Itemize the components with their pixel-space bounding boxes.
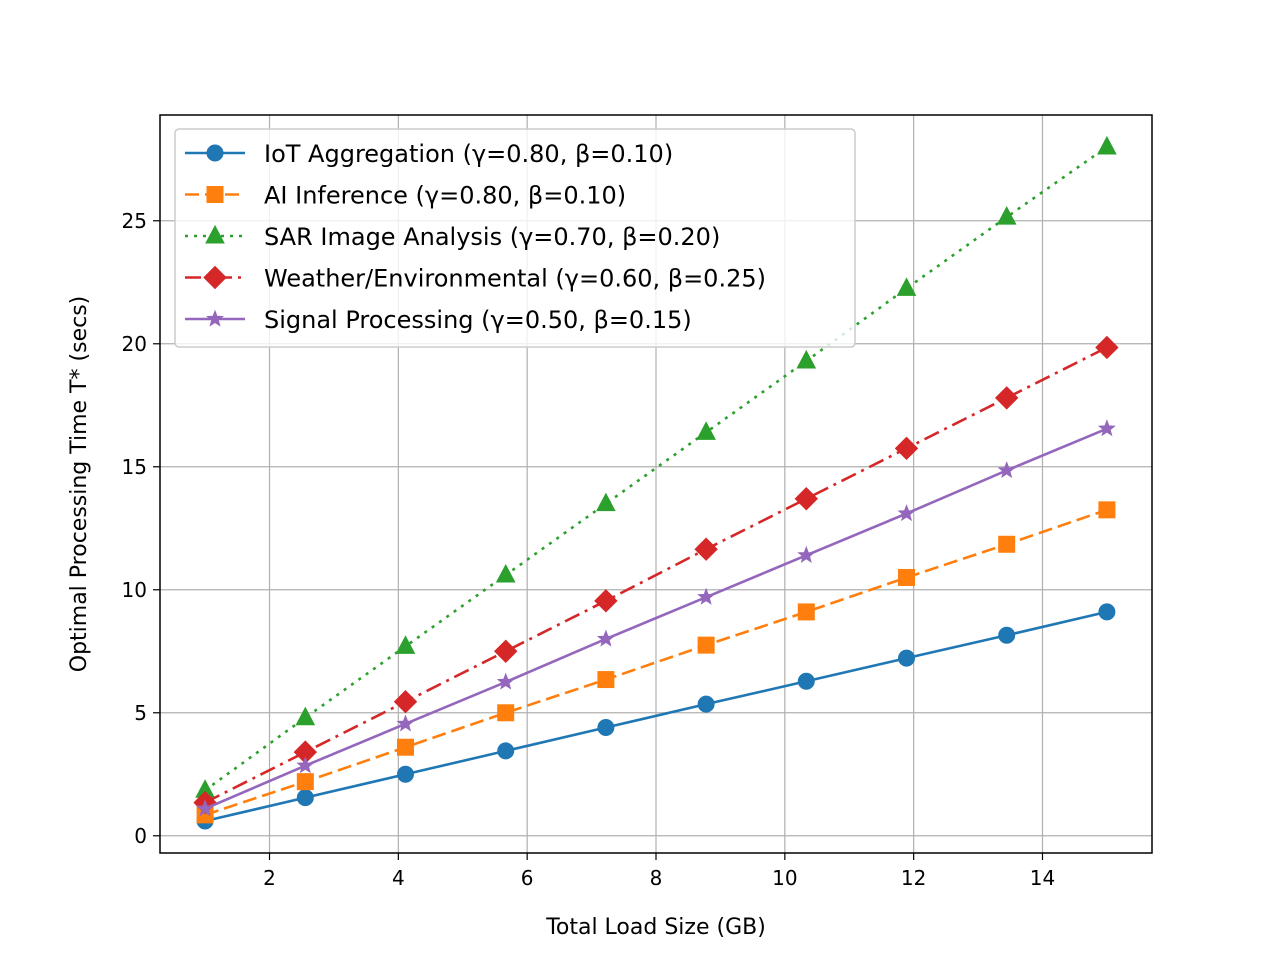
legend-marker bbox=[206, 144, 224, 162]
legend-label: IoT Aggregation (γ=0.80, β=0.10) bbox=[264, 140, 673, 168]
data-point bbox=[998, 535, 1016, 553]
data-point bbox=[897, 504, 916, 522]
y-tick-label: 0 bbox=[134, 824, 147, 848]
x-tick-label: 12 bbox=[901, 866, 926, 890]
legend: IoT Aggregation (γ=0.80, β=0.10) AI Infer… bbox=[174, 128, 856, 348]
series-line bbox=[204, 610, 1108, 823]
data-point bbox=[497, 742, 515, 760]
y-axis: 0 5 10 15 20 25 bbox=[122, 209, 160, 848]
data-point bbox=[697, 695, 715, 713]
data-point bbox=[495, 563, 516, 583]
series-line bbox=[204, 427, 1108, 810]
data-point bbox=[594, 589, 618, 613]
data-point bbox=[396, 738, 414, 756]
y-tick-label: 10 bbox=[122, 578, 147, 602]
x-axis-label: Total Load Size (GB) bbox=[545, 915, 766, 940]
legend-box bbox=[174, 128, 856, 348]
data-point bbox=[797, 545, 816, 563]
data-point bbox=[694, 537, 718, 561]
data-point bbox=[1097, 135, 1117, 155]
data-point bbox=[497, 704, 515, 722]
data-point bbox=[1098, 603, 1116, 621]
y-tick-label: 15 bbox=[122, 455, 147, 479]
data-point bbox=[797, 672, 815, 690]
data-point bbox=[196, 799, 215, 817]
x-tick-label: 6 bbox=[521, 866, 534, 890]
legend-entry: SAR Image Analysis (γ=0.70, β=0.20) bbox=[185, 223, 720, 251]
legend-entry: IoT Aggregation (γ=0.80, β=0.10) bbox=[185, 140, 673, 168]
data-point bbox=[296, 789, 314, 807]
series-line bbox=[204, 508, 1108, 817]
x-tick-label: 14 bbox=[1030, 866, 1055, 890]
y-tick-label: 5 bbox=[134, 701, 147, 725]
series-layer bbox=[193, 135, 1119, 830]
data-point bbox=[796, 349, 817, 369]
data-point bbox=[797, 603, 815, 621]
data-point bbox=[396, 714, 415, 732]
x-tick-label: 4 bbox=[392, 866, 405, 890]
data-point bbox=[697, 636, 715, 654]
series-5 bbox=[196, 419, 1116, 817]
legend-entry: AI Inference (γ=0.80, β=0.10) bbox=[185, 182, 626, 210]
data-point bbox=[998, 626, 1016, 644]
data-point bbox=[596, 492, 616, 512]
data-point bbox=[596, 629, 615, 647]
legend-marker bbox=[206, 186, 224, 203]
data-point bbox=[996, 206, 1017, 225]
x-tick-label: 2 bbox=[263, 866, 276, 890]
legend-marker bbox=[206, 309, 224, 327]
data-point bbox=[597, 671, 615, 689]
data-point bbox=[597, 719, 615, 737]
legend-marker bbox=[203, 265, 227, 290]
data-point bbox=[896, 277, 917, 296]
y-tick-label: 25 bbox=[122, 209, 147, 233]
data-point bbox=[496, 672, 515, 690]
data-point bbox=[898, 568, 916, 586]
y-axis-label: Optimal Processing Time T* (secs) bbox=[67, 296, 92, 673]
series-line bbox=[204, 346, 1108, 804]
legend-entry: Weather/Environmental (γ=0.60, β=0.25) bbox=[185, 265, 766, 293]
data-point bbox=[494, 639, 518, 663]
legend-label: AI Inference (γ=0.80, β=0.10) bbox=[264, 182, 626, 210]
data-point bbox=[894, 436, 919, 461]
data-point bbox=[296, 773, 314, 791]
data-point bbox=[296, 756, 315, 774]
legend-label: Weather/Environmental (γ=0.60, β=0.25) bbox=[264, 265, 766, 293]
data-point bbox=[994, 386, 1019, 410]
data-point bbox=[396, 765, 414, 783]
legend-marker bbox=[205, 224, 225, 244]
data-point bbox=[295, 706, 316, 726]
legend-label: Signal Processing (γ=0.50, β=0.15) bbox=[264, 306, 692, 334]
data-point bbox=[1098, 501, 1116, 519]
data-point bbox=[794, 487, 818, 511]
data-point bbox=[1095, 335, 1119, 360]
legend-label: SAR Image Analysis (γ=0.70, β=0.20) bbox=[264, 223, 720, 251]
series-3 bbox=[195, 135, 1117, 798]
legend-entry: Signal Processing (γ=0.50, β=0.15) bbox=[185, 306, 692, 334]
data-point bbox=[1097, 419, 1116, 437]
x-tick-label: 10 bbox=[772, 866, 797, 890]
data-point bbox=[395, 635, 416, 654]
data-point bbox=[997, 461, 1016, 479]
x-tick-label: 8 bbox=[650, 866, 663, 890]
data-point bbox=[393, 690, 418, 714]
x-axis: 2 4 6 8 10 12 14 bbox=[263, 853, 1055, 890]
data-point bbox=[697, 587, 716, 605]
y-tick-label: 20 bbox=[122, 332, 147, 356]
series-2 bbox=[196, 501, 1116, 824]
data-point bbox=[898, 649, 916, 667]
data-point bbox=[696, 421, 716, 440]
